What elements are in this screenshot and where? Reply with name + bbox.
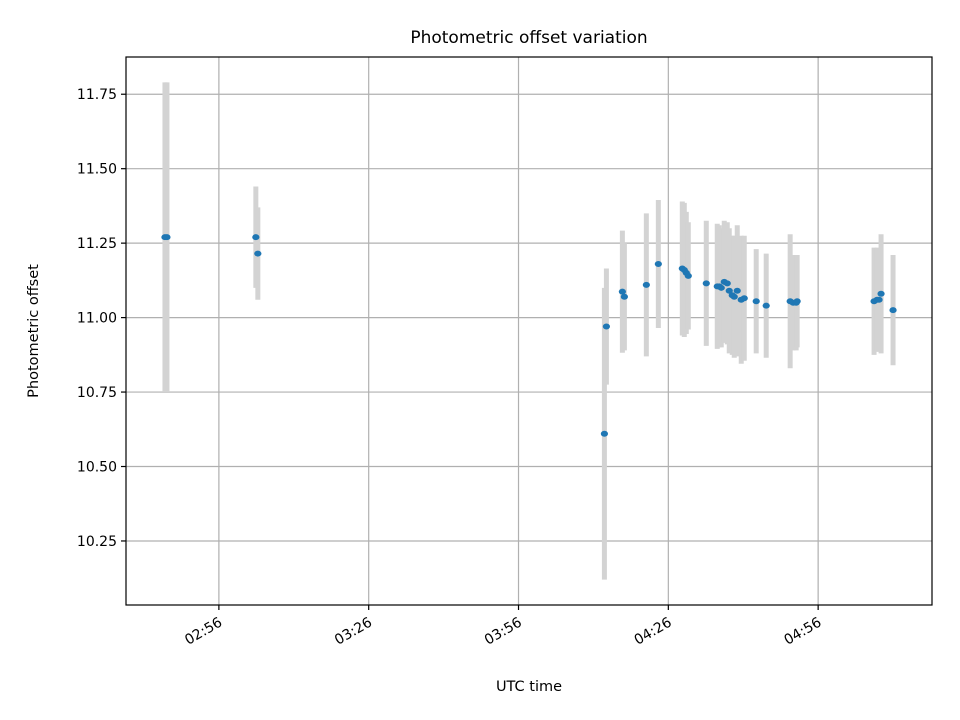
- y-tick-label: 11.00: [77, 311, 117, 327]
- data-point: [875, 296, 883, 303]
- y-tick-label: 10.25: [77, 534, 117, 550]
- chart-title: Photometric offset variation: [410, 28, 647, 48]
- data-point: [254, 250, 262, 257]
- data-point: [252, 234, 260, 241]
- plot-frame: [125, 56, 933, 606]
- data-point: [889, 307, 897, 314]
- data-point: [762, 302, 770, 309]
- data-point: [725, 287, 733, 294]
- data-point: [620, 293, 628, 300]
- y-tick-label: 11.75: [77, 87, 117, 103]
- data-point: [740, 295, 748, 302]
- data-point: [877, 290, 885, 297]
- y-tick-label: 11.50: [77, 162, 117, 178]
- data-point: [730, 293, 738, 300]
- data-point: [752, 298, 760, 305]
- data-point: [654, 260, 662, 267]
- x-axis-label: UTC time: [496, 679, 562, 695]
- data-point: [717, 284, 725, 291]
- data-point: [702, 280, 710, 287]
- data-point: [642, 281, 650, 288]
- data-point: [684, 272, 692, 279]
- y-axis-ticks: 10.25 10.50 10.75 11.00 11.25 11.50 11.75: [77, 87, 126, 550]
- grid-layer: [126, 57, 932, 605]
- y-tick-label: 11.25: [77, 236, 117, 252]
- data-point: [723, 280, 731, 287]
- data-point: [600, 430, 609, 437]
- y-tick-label: 10.50: [77, 460, 117, 476]
- point-layer: [161, 234, 897, 437]
- data-point: [733, 287, 741, 294]
- data-point: [602, 323, 611, 330]
- y-axis-label: Photometric offset: [26, 264, 42, 398]
- y-tick-label: 10.75: [77, 385, 117, 401]
- data-point: [793, 298, 801, 305]
- data-point: [163, 234, 171, 241]
- data-point: [618, 288, 626, 295]
